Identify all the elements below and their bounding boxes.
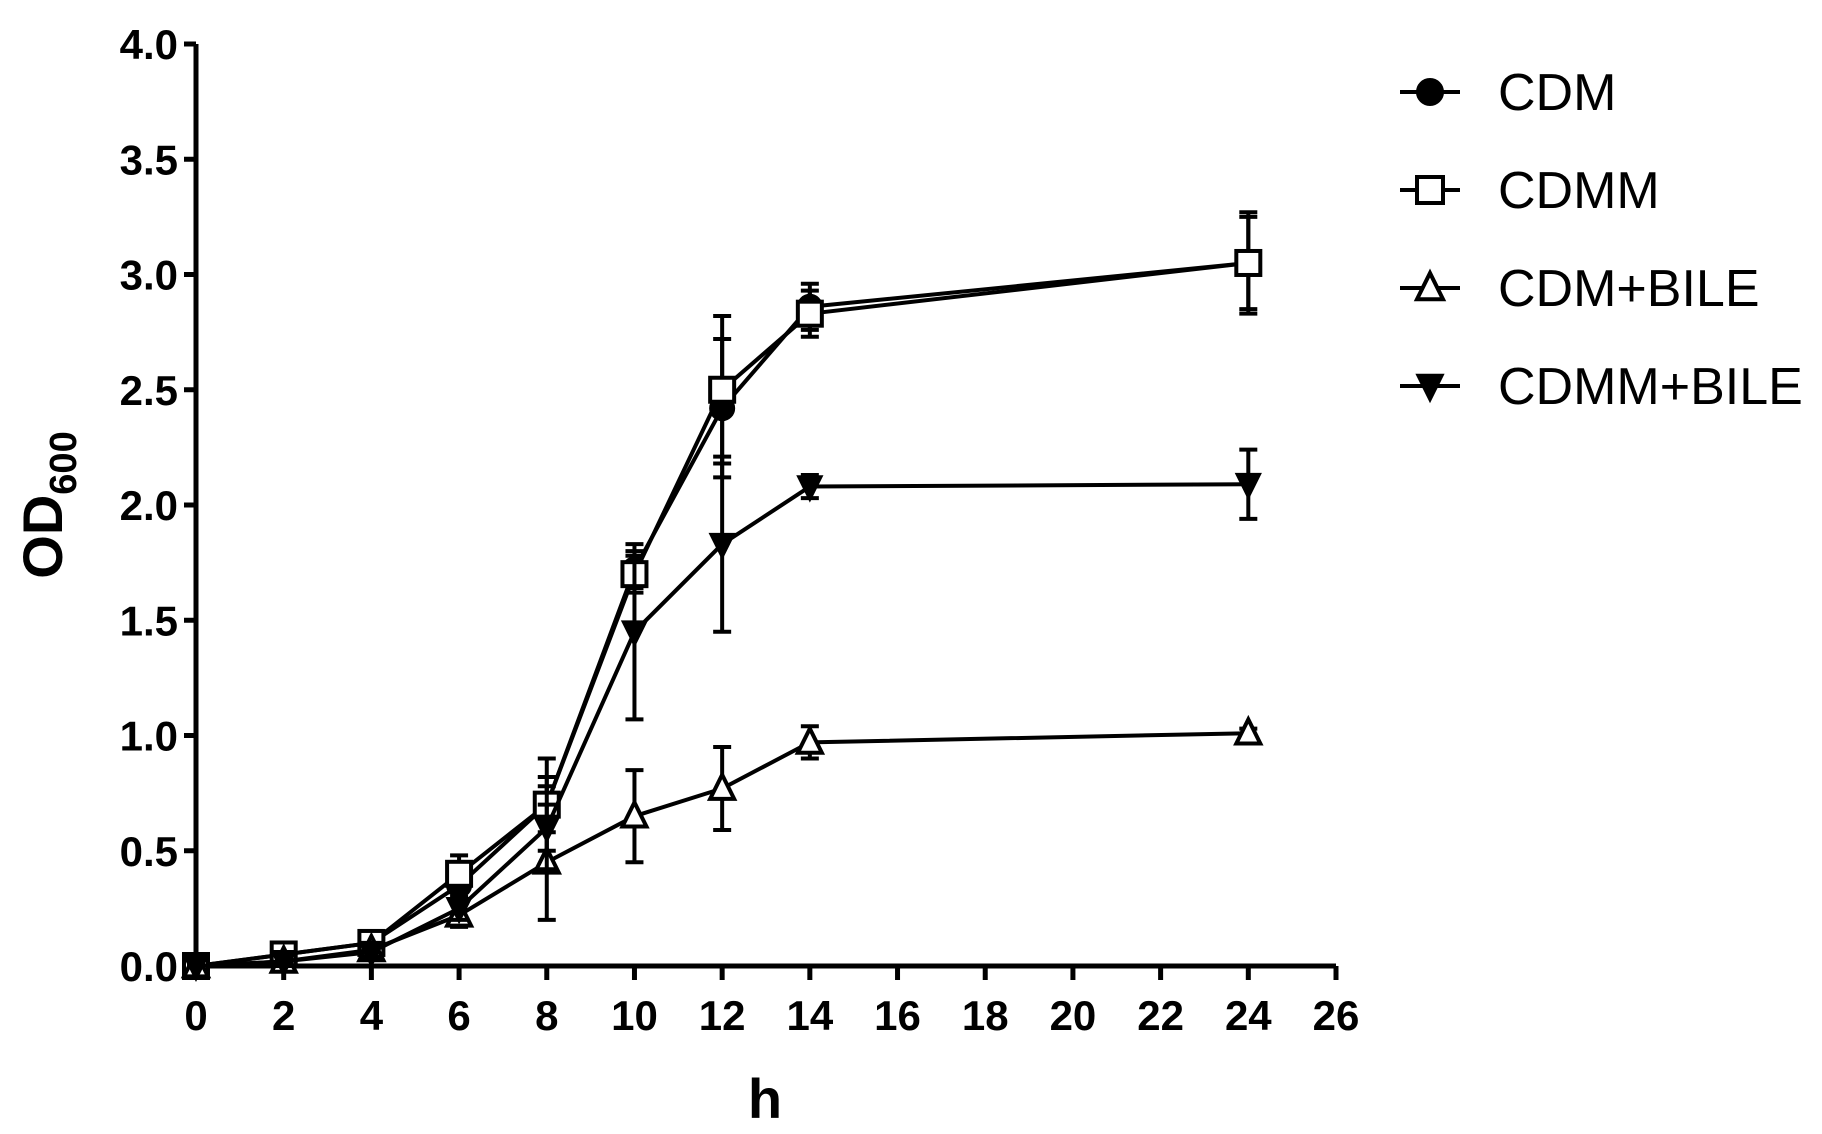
x-tick-label: 20	[1050, 992, 1097, 1039]
y-tick-label: 1.5	[120, 597, 178, 644]
x-tick-label: 4	[360, 992, 384, 1039]
x-tick-label: 18	[962, 992, 1009, 1039]
series-cdmm-bile	[182, 447, 1262, 983]
x-tick-label: 2	[272, 992, 295, 1039]
chart-legend: CDM CDMM CDM+BILE CDMM+BILE	[1400, 64, 1803, 416]
x-tick-label: 14	[786, 992, 833, 1039]
chart-series	[180, 210, 1264, 983]
x-tick-label: 8	[535, 992, 558, 1039]
x-tick-label: 0	[184, 992, 207, 1039]
x-tick-label: 6	[447, 992, 470, 1039]
y-axis-label: OD600	[11, 431, 85, 578]
x-tick-label: 16	[874, 992, 921, 1039]
y-tick-label: 1.0	[120, 713, 178, 760]
marker-filled-triangle-down	[270, 950, 298, 978]
x-tick-label: 10	[611, 992, 658, 1039]
legend-item-cdm: CDM	[1400, 64, 1616, 122]
marker-open-triangle	[619, 797, 650, 829]
marker-filled-triangle-down	[357, 940, 385, 969]
legend-label: CDMM+BILE	[1498, 358, 1803, 416]
y-axis-label-subscript: 600	[43, 431, 85, 494]
marker-open-square	[708, 375, 737, 404]
marker-open-triangle	[706, 770, 738, 801]
legend-label: CDMM	[1498, 162, 1660, 220]
x-tick-label: 12	[699, 992, 746, 1039]
marker-filled-triangle-down	[533, 816, 561, 844]
legend-item-cdmm-bile: CDMM+BILE	[1400, 358, 1803, 416]
marker-filled-triangle-down	[182, 954, 210, 983]
marker-open-square	[445, 859, 474, 888]
marker-filled-triangle-down	[620, 620, 649, 648]
series-cdm-bile	[180, 714, 1264, 979]
marker-open-triangle	[794, 724, 826, 755]
legend-item-cdmm: CDMM	[1400, 162, 1660, 220]
y-tick-label: 3.0	[120, 252, 178, 299]
y-tick-label: 3.5	[120, 136, 178, 183]
marker-open-square	[1415, 175, 1445, 205]
marker-filled-triangle-down	[1234, 472, 1262, 501]
chart-axes: 0.00.51.01.52.02.53.03.54.00 2 4 6 8 10 12 14 16…	[120, 21, 1360, 1039]
marker-open-square	[1234, 248, 1263, 277]
marker-open-triangle	[1233, 714, 1264, 746]
x-axis-label: h	[748, 1067, 782, 1130]
y-tick-label: 0.0	[120, 943, 178, 990]
svg-text:OD600: OD600	[11, 431, 85, 578]
x-tick-label: 26	[1313, 992, 1360, 1039]
marker-filled-triangle-down	[1415, 373, 1445, 404]
marker-filled-triangle-down	[708, 532, 736, 561]
y-tick-label: 0.5	[120, 828, 178, 875]
x-tick-label: 24	[1225, 992, 1272, 1039]
legend-label: CDM	[1498, 64, 1616, 122]
marker-filled-triangle-down	[445, 897, 473, 925]
legend-item-cdm-bile: CDM+BILE	[1400, 260, 1760, 318]
marker-filled-triangle-down	[796, 475, 824, 503]
legend-label: CDM+BILE	[1498, 260, 1760, 318]
y-axis-label-main: OD	[11, 495, 74, 579]
y-tick-label: 2.5	[120, 367, 178, 414]
marker-open-triangle	[1413, 268, 1447, 302]
marker-open-square	[795, 299, 824, 328]
marker-filled-circle	[1416, 78, 1444, 106]
x-tick-label: 22	[1137, 992, 1184, 1039]
y-tick-label: 4.0	[120, 21, 178, 68]
y-tick-label: 2.0	[120, 482, 178, 529]
